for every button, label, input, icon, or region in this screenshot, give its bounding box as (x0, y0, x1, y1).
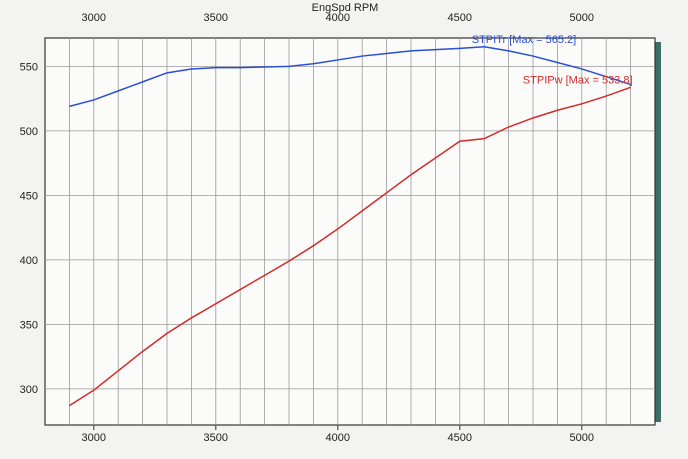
y-tick-label: 550 (20, 61, 38, 73)
x-tick-label-bottom: 4500 (448, 432, 472, 444)
legend-torque: STPITr [Max = 565.2] (472, 34, 576, 46)
x-tick-label-top: 4500 (448, 12, 472, 24)
y-tick-label: 300 (20, 384, 38, 396)
x-tick-label-top: 4000 (326, 12, 350, 24)
grid (45, 38, 655, 425)
y-tick-label: 400 (20, 255, 38, 267)
x-tick-label-top: 3500 (204, 12, 228, 24)
x-tick-label-bottom: 5000 (570, 432, 594, 444)
page-edge-shadow (654, 42, 661, 422)
x-tick-label-bottom: 3000 (82, 432, 106, 444)
series-lines (68, 46, 631, 407)
y-tick-label: 350 (20, 319, 38, 331)
x-tick-label-bottom: 4000 (326, 432, 350, 444)
axis-labels: 3000 3000 3500 3500 4000 4000 4500 4500 5000 5000… (20, 12, 594, 444)
x-tick-label-top: 3000 (82, 12, 106, 24)
x-tick-label-top: 5000 (570, 12, 594, 24)
x-axis-title: EngSpd RPM (312, 2, 379, 14)
y-tick-label: 450 (20, 190, 38, 202)
series-line-stpipw (68, 86, 631, 407)
plot-area (44, 37, 656, 426)
x-tick-label-bottom: 3500 (204, 432, 228, 444)
legend-power: STPIPw [Max = 533.8] (523, 74, 633, 86)
y-tick-label: 500 (20, 126, 38, 138)
series-line-stpitr (69, 46, 631, 108)
